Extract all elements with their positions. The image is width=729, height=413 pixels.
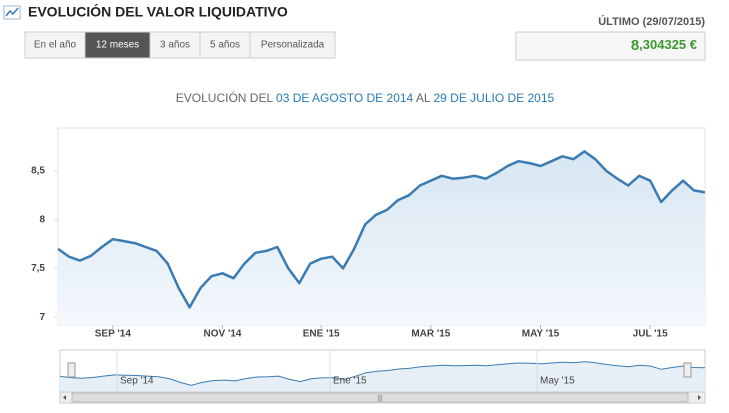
y-tick-label: 7,5 — [31, 263, 45, 274]
tab-label: Personalizada — [261, 40, 325, 51]
area — [58, 151, 705, 325]
scrollbar-grip: ||| — [377, 395, 383, 402]
title-part: 03 DE AGOSTO DE 2014 — [276, 91, 414, 105]
tab[interactable] — [84, 31, 151, 59]
last-value: 8,304325 € — [631, 37, 697, 54]
tab[interactable] — [149, 31, 201, 59]
navigator-content: Sep '14 Ene '15 May '15 — [59, 350, 706, 392]
chart-title: EVOLUCIÓN DEL 03 DE AGOSTO DE 2014 AL 29… — [176, 90, 555, 105]
x-tick-label: MAR '15 — [411, 329, 450, 340]
y-tick-label: 7 — [39, 312, 45, 323]
last-label: ÚLTIMO (29/07/2015) — [598, 15, 705, 28]
y-tick-label: 8,5 — [31, 166, 45, 177]
navigator-label: Sep '14 — [120, 376, 154, 387]
title-part: 29 DE JULIO DE 2015 — [433, 91, 554, 105]
navigator-handle[interactable] — [683, 362, 692, 378]
x-tick-label: ENE '15 — [303, 329, 340, 340]
scroll-right[interactable] — [698, 395, 701, 400]
tab[interactable] — [249, 31, 336, 59]
line — [57, 150, 706, 309]
last-value-decimals: ,304325 € — [639, 37, 697, 52]
scrollbar-thumb[interactable] — [71, 392, 689, 403]
tab-label: 3 años — [160, 40, 190, 51]
tab-label: 12 meses — [96, 40, 139, 51]
page-title: EVOLUCIÓN DEL VALOR LIQUIDATIVO — [28, 3, 288, 20]
tab-label: 5 años — [210, 40, 240, 51]
navigator-label: Ene '15 — [333, 376, 367, 387]
navigator-label: May '15 — [540, 376, 575, 387]
last-value-integer: 8 — [631, 37, 639, 54]
x-tick-label: MAY '15 — [522, 329, 560, 340]
tab[interactable] — [199, 31, 251, 59]
tab[interactable] — [24, 31, 86, 59]
scroll-left[interactable] — [63, 395, 66, 400]
x-tick-label: SEP '14 — [95, 329, 132, 340]
navigator-handle[interactable] — [67, 362, 76, 378]
navigator-line — [59, 361, 706, 386]
tab-label: En el año — [34, 40, 77, 51]
navigator-area — [60, 361, 705, 392]
title-icon — [3, 5, 21, 20]
y-tick-label: 8 — [39, 214, 45, 225]
title-part: EVOLUCIÓN DEL — [176, 90, 276, 105]
last-value-box — [515, 31, 706, 61]
tab-bar: En el año 12 meses 3 años 5 años Personaliza… — [24, 31, 336, 59]
x-tick-label: JUL '15 — [633, 329, 668, 340]
x-tick-label: NOV '14 — [204, 329, 242, 340]
title-part: AL — [413, 91, 433, 105]
plot: 7 7,5 8 8,5 SEP '14 NOV '14 ENE '15 MAR '15 MAY … — [31, 150, 706, 340]
